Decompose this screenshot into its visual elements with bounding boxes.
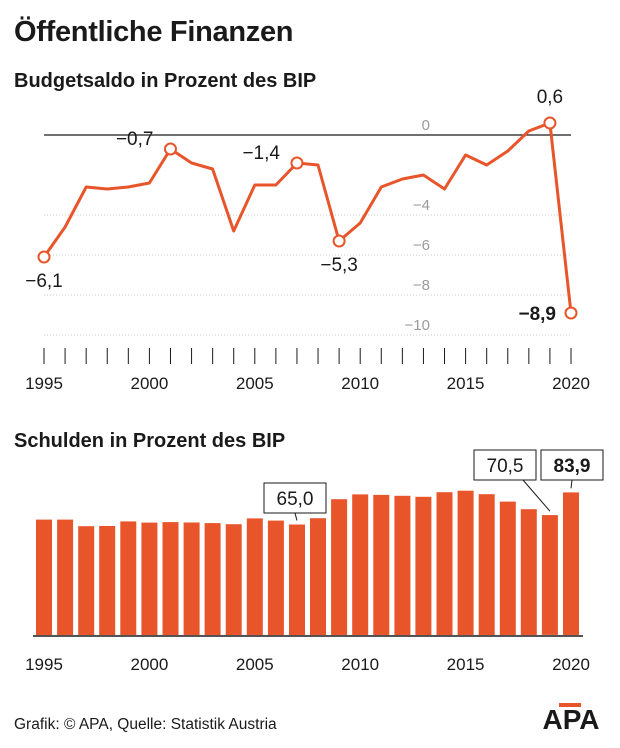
highlight-marker	[37, 250, 51, 264]
page-title: Öffentliche Finanzen	[14, 16, 294, 48]
x-tick-label: 2020	[552, 374, 590, 393]
bar	[267, 520, 284, 635]
callout-box	[473, 449, 537, 481]
x-tick-label: 2005	[236, 655, 274, 674]
bar	[563, 492, 579, 635]
x-tick-label: 2000	[130, 655, 168, 674]
budget-line	[42, 121, 573, 314]
bar	[183, 522, 200, 635]
data-label: 65,0	[277, 489, 314, 510]
bar	[310, 518, 326, 635]
bar	[352, 494, 369, 635]
highlight-marker	[290, 156, 304, 170]
x-tick-label: 1995	[25, 374, 63, 393]
y-tick-label: −6	[413, 237, 430, 254]
y-tick-label: −10	[405, 317, 430, 334]
bar	[162, 522, 179, 635]
bar	[520, 509, 537, 635]
data-label: −8,9	[518, 304, 556, 325]
y-tick-label: 0	[422, 117, 430, 134]
data-label: −5,3	[320, 255, 358, 276]
bar	[99, 526, 116, 635]
bar	[36, 519, 52, 635]
debt-x-axis: 1995 2000 2005 2010 2015 2020	[25, 635, 590, 674]
data-label: −6,1	[25, 271, 63, 292]
callout-box	[263, 482, 327, 514]
bar	[204, 523, 221, 635]
x-tick-label: 2005	[236, 374, 274, 393]
callout-box	[540, 449, 604, 481]
budget-chart-title: Budgetsaldo in Prozent des BIP	[14, 70, 317, 92]
bar	[499, 501, 516, 635]
budget-x-axis: 1995 2000 2005 2010 2015 2020	[25, 348, 590, 393]
x-tick-label: 2020	[552, 655, 590, 674]
bar	[120, 521, 137, 635]
debt-bars	[36, 490, 579, 635]
bar	[246, 518, 263, 635]
budget-series	[42, 121, 573, 314]
debt-chart-title: Schulden in Prozent des BIP	[14, 430, 286, 452]
x-tick-label: 2000	[130, 374, 168, 393]
source-note: Grafik: © APA, Quelle: Statistik Austria	[14, 716, 277, 733]
y-tick-label: −4	[413, 197, 430, 214]
highlight-marker	[564, 306, 578, 320]
highlight-marker	[543, 116, 557, 130]
bar	[225, 524, 242, 635]
data-label: 70,5	[487, 456, 524, 477]
debt-value-labels: 65,0 70,5 83,9	[263, 449, 604, 521]
data-label: −1,4	[242, 143, 280, 164]
bar	[57, 519, 74, 635]
highlight-marker	[332, 234, 346, 248]
x-tick-label: 2015	[447, 374, 485, 393]
callout-line	[522, 479, 551, 512]
data-label: 0,6	[537, 87, 563, 108]
bar	[289, 524, 305, 635]
bar	[478, 494, 495, 635]
callout-line	[570, 479, 573, 489]
bar	[457, 490, 474, 635]
bar	[394, 495, 411, 635]
y-tick-label: −8	[413, 277, 430, 294]
highlight-marker	[163, 142, 177, 156]
budget-value-labels: −6,1 −0,7 −1,4 −5,3 0,6 −8,9	[25, 87, 578, 325]
apa-logo-accent	[559, 703, 581, 707]
bar	[331, 499, 348, 635]
bar	[436, 492, 453, 635]
data-label: 83,9	[554, 456, 591, 477]
callout-line	[294, 512, 298, 521]
bar	[141, 522, 158, 635]
budget-y-tick-labels: 0 −4 −6 −8 −10	[405, 117, 430, 334]
bar	[541, 515, 558, 635]
bar	[373, 494, 390, 635]
x-tick-label: 1995	[25, 655, 63, 674]
data-label: −0,7	[116, 129, 154, 150]
x-tick-label: 2010	[341, 655, 379, 674]
bar	[415, 496, 432, 635]
x-tick-label: 2010	[341, 374, 379, 393]
bar	[78, 526, 95, 635]
budget-gridlines	[44, 134, 571, 336]
x-tick-label: 2015	[447, 655, 485, 674]
apa-logo-text: APA	[542, 704, 599, 733]
